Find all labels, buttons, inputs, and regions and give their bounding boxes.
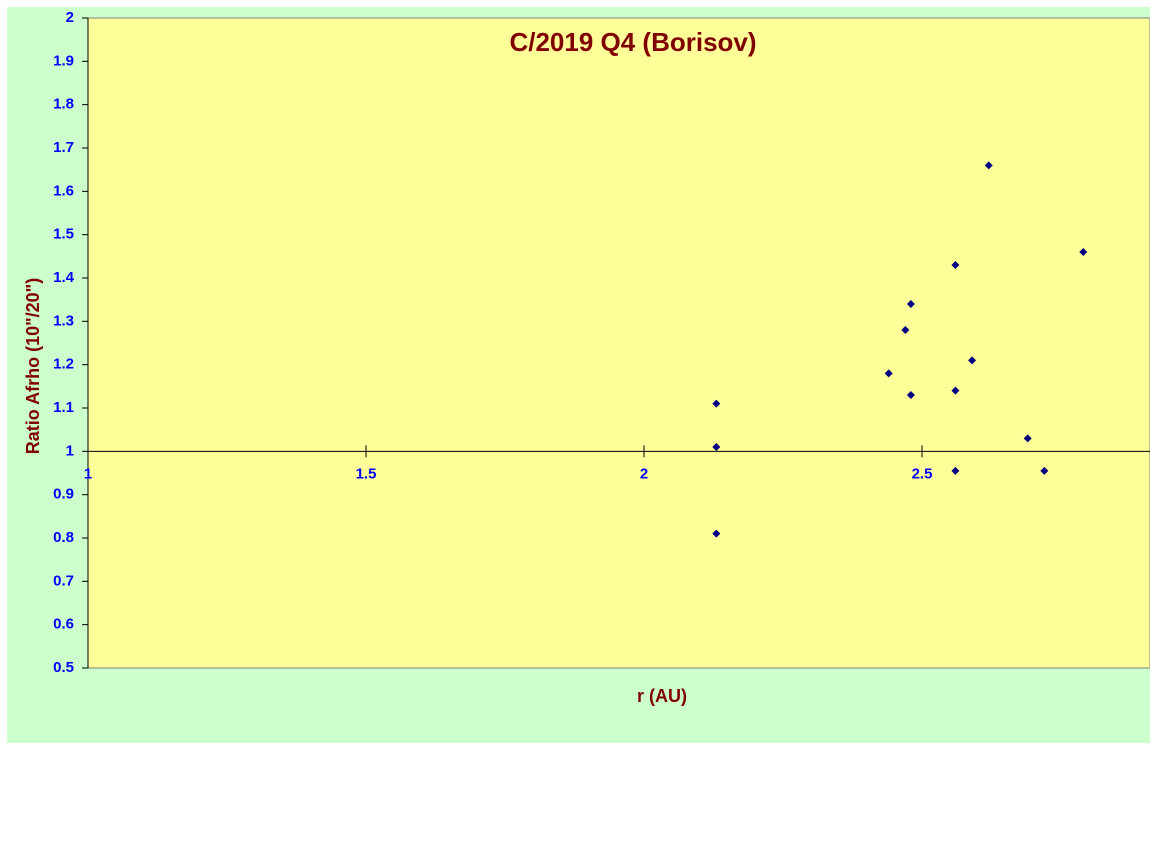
y-tick-label: 2 [66, 9, 74, 26]
y-tick-label: 1.3 [53, 312, 74, 329]
y-tick-label: 1.6 [53, 182, 74, 199]
plot-area [87, 17, 1150, 669]
y-tick-label: 1.7 [53, 139, 74, 156]
y-tick-label: 1.5 [53, 226, 74, 243]
data-point [1079, 248, 1088, 256]
data-point [951, 386, 960, 395]
data-point [906, 391, 915, 399]
y-tick-label: 0.5 [53, 659, 74, 676]
data-point [712, 529, 721, 538]
y-tick-label: 1.2 [53, 356, 74, 373]
y-tick-label: 0.8 [53, 529, 74, 546]
y-tick-label: 1 [66, 442, 74, 459]
x-tick-label: 2.5 [912, 465, 933, 482]
data-point [951, 261, 960, 269]
x-tick-label: 1 [84, 465, 92, 482]
y-tick-label: 1.9 [53, 52, 74, 69]
y-tick-label: 0.6 [53, 616, 74, 633]
data-point [884, 369, 893, 378]
x-tick-label: 2 [640, 465, 648, 482]
y-tick-label: 0.9 [53, 486, 74, 503]
data-point [906, 300, 915, 308]
y-tick-label: 1.8 [53, 96, 74, 113]
data-point [968, 356, 977, 365]
data-point [951, 466, 960, 475]
x-tick-label: 1.5 [356, 465, 377, 482]
data-point [712, 443, 721, 451]
data-point [1023, 434, 1032, 443]
data-point [984, 161, 993, 170]
x-axis-title: r (AU) [637, 686, 687, 706]
chart-title: C/2019 Q4 (Borisov) [509, 27, 756, 57]
y-tick-label: 0.7 [53, 572, 74, 589]
data-point [901, 326, 910, 334]
y-axis-title: Ratio Afrho (10"/20") [23, 278, 43, 454]
y-tick-label: 1.1 [53, 399, 74, 416]
y-tick-label: 1.4 [53, 269, 75, 286]
data-point [712, 399, 721, 408]
data-point [1040, 466, 1049, 475]
